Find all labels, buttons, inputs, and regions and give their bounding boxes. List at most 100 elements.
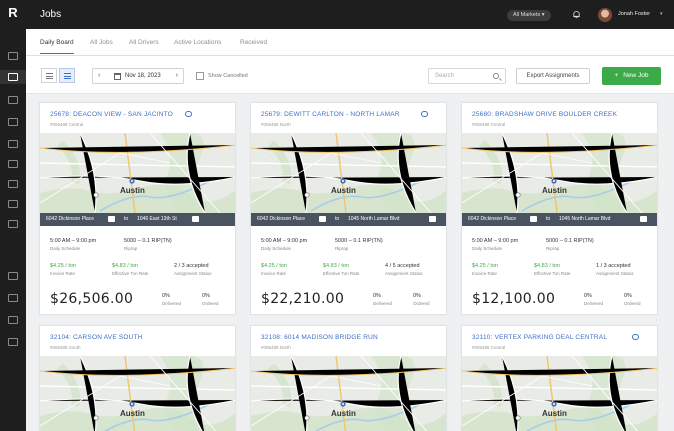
map-graphic: Austin · <box>462 133 657 213</box>
new-job-button[interactable]: + New Job <box>602 67 661 85</box>
tab-active-locations[interactable]: Active Locations <box>174 39 222 46</box>
material-label: Riprap <box>546 246 560 251</box>
people-icon[interactable] <box>8 180 18 188</box>
search-icon <box>493 73 499 79</box>
tab-all-jobs[interactable]: All Jobs <box>90 39 113 46</box>
assignment-status-label: Assignment Status <box>385 271 423 276</box>
page-title: Jobs <box>40 9 62 20</box>
job-title-link[interactable]: 32108: 6014 MADISON BRIDGE RUN <box>261 334 378 341</box>
ordered-label: Ordered <box>202 301 219 306</box>
material-label: Riprap <box>335 246 349 251</box>
route-bar: 6042 Dickinson Place to 1045 North Lamar… <box>251 213 446 226</box>
settings-icon[interactable] <box>8 316 18 324</box>
top-header: Jobs All Markets ▾ Jonah Foster ▾ <box>26 0 674 29</box>
locations-icon[interactable] <box>8 200 18 208</box>
route-map[interactable]: Austin · <box>462 356 657 431</box>
user-name[interactable]: Jonah Foster <box>618 11 651 17</box>
effective-rate: $4.83 / ton <box>534 263 560 269</box>
job-title-link[interactable]: 25680: BRADSHAW DRIVE BOULDER CREEK <box>472 111 618 118</box>
link-icon[interactable] <box>632 334 639 340</box>
truck-icon <box>319 216 326 222</box>
svg-text:·: · <box>482 155 483 159</box>
route-to-word: to <box>124 216 129 222</box>
truck-icon <box>640 216 647 222</box>
route-bar: 6042 Dickinson Place to 1046 East 13th S… <box>40 213 235 226</box>
date-picker[interactable]: ‹ Nov 18, 2023 › <box>92 68 184 84</box>
effective-rate-label: Effective Ton Rate <box>112 271 149 276</box>
assignment-status: 2 / 3 accepted <box>174 263 209 269</box>
new-job-label: New Job <box>623 72 649 79</box>
list-view-button[interactable] <box>41 68 57 83</box>
route-map[interactable]: Austin · <box>251 133 446 213</box>
chevron-left-icon[interactable]: ‹ <box>98 72 101 79</box>
truck-icon[interactable] <box>8 140 18 148</box>
card-view-button[interactable] <box>59 68 75 83</box>
search-input[interactable]: Search <box>428 68 506 84</box>
calendar-icon[interactable] <box>8 118 18 126</box>
job-subtitle: #006488 Central <box>50 122 84 127</box>
material: 5000 – 0.1 RIP(TN) <box>335 238 383 244</box>
chevron-right-icon[interactable]: › <box>175 72 178 79</box>
route-to-word: to <box>335 216 340 222</box>
list-icon <box>46 73 53 79</box>
jobs-icon[interactable] <box>8 73 18 81</box>
schedule-time: 5:00 AM – 9:00 pm <box>261 238 308 244</box>
calendar-icon <box>114 73 121 80</box>
billing-icon[interactable] <box>8 272 18 280</box>
show-cancelled-checkbox[interactable] <box>196 72 204 80</box>
svg-text:·: · <box>271 155 272 159</box>
schedule-label: Daily Schedule <box>261 246 292 251</box>
orders-icon[interactable] <box>8 96 18 104</box>
route-map[interactable]: Austin · <box>40 133 235 213</box>
job-card[interactable]: 32110: VERTEX PARKING DEAL CENTRAL #00648… <box>461 325 658 431</box>
help-icon[interactable] <box>8 294 18 302</box>
invoice-rate: $4.25 / ton <box>50 263 76 269</box>
assignment-status: 4 / 5 accepted <box>385 263 420 269</box>
route-map[interactable]: Austin · <box>251 356 446 431</box>
date-value[interactable]: Nov 18, 2023 <box>125 73 161 79</box>
job-subtitle: #006488 North <box>261 122 291 127</box>
app-logo[interactable]: R <box>8 5 18 20</box>
map-graphic: Austin · <box>40 356 235 431</box>
job-subtitle: #006488 North <box>261 345 291 350</box>
job-card[interactable]: 25678: DEACON VIEW - SAN JACINTO #006488 … <box>39 102 236 315</box>
job-price: $26,506.00 <box>50 291 134 307</box>
route-map[interactable]: Austin · <box>462 133 657 213</box>
routes-icon[interactable] <box>8 160 18 168</box>
job-price: $22,210.00 <box>261 291 345 307</box>
route-to-word: to <box>546 216 551 222</box>
avatar[interactable] <box>598 8 612 22</box>
job-card[interactable]: 32108: 6014 MADISON BRIDGE RUN #006488 No… <box>250 325 447 431</box>
bell-icon[interactable] <box>572 10 581 19</box>
job-title-link[interactable]: 32110: VERTEX PARKING DEAL CENTRAL <box>472 334 608 341</box>
user-menu-chevron-icon[interactable]: ▾ <box>660 11 663 17</box>
dashboard-icon[interactable] <box>8 52 18 60</box>
route-map[interactable]: Austin · <box>40 356 235 431</box>
link-icon[interactable] <box>185 111 192 117</box>
tab-received[interactable]: Received <box>240 39 268 46</box>
export-assignments-button[interactable]: Export Assignments <box>516 68 590 84</box>
link-icon[interactable] <box>421 111 428 117</box>
job-title-link[interactable]: 25678: DEACON VIEW - SAN JACINTO <box>50 111 173 118</box>
market-filter-dropdown[interactable]: All Markets ▾ <box>507 10 551 21</box>
ordered-value: 0% <box>624 293 632 299</box>
reports-icon[interactable] <box>8 220 18 228</box>
ordered-value: 0% <box>413 293 421 299</box>
route-bar: 6042 Dickinson Place to 1045 North Lamar… <box>462 213 657 226</box>
sidebar-active-indicator <box>0 70 26 84</box>
tab-all-drivers[interactable]: All Drivers <box>129 39 159 46</box>
tab-daily-board[interactable]: Daily Board <box>40 39 74 54</box>
assignment-status-label: Assignment Status <box>596 271 634 276</box>
job-title-link[interactable]: 25679: DEWITT CARLTON - NORTH LAMAR <box>261 111 400 118</box>
route-destination: 1046 East 13th St <box>137 216 177 222</box>
invoice-rate-label: Invoice Rate <box>50 271 76 276</box>
route-origin: 6042 Dickinson Place <box>257 216 306 222</box>
svg-text:·: · <box>271 378 272 382</box>
logout-icon[interactable] <box>8 338 18 346</box>
job-card[interactable]: 32104: CARSON AVE SOUTH #006488 South Aus… <box>39 325 236 431</box>
delivered-value: 0% <box>373 293 381 299</box>
job-card[interactable]: 25679: DEWITT CARLTON - NORTH LAMAR #0064… <box>250 102 447 315</box>
job-title-link[interactable]: 32104: CARSON AVE SOUTH <box>50 334 143 341</box>
toolbar: ‹ Nov 18, 2023 › Show Cancelled Search E… <box>26 56 674 94</box>
job-card[interactable]: 25680: BRADSHAW DRIVE BOULDER CREEK #0064… <box>461 102 658 315</box>
